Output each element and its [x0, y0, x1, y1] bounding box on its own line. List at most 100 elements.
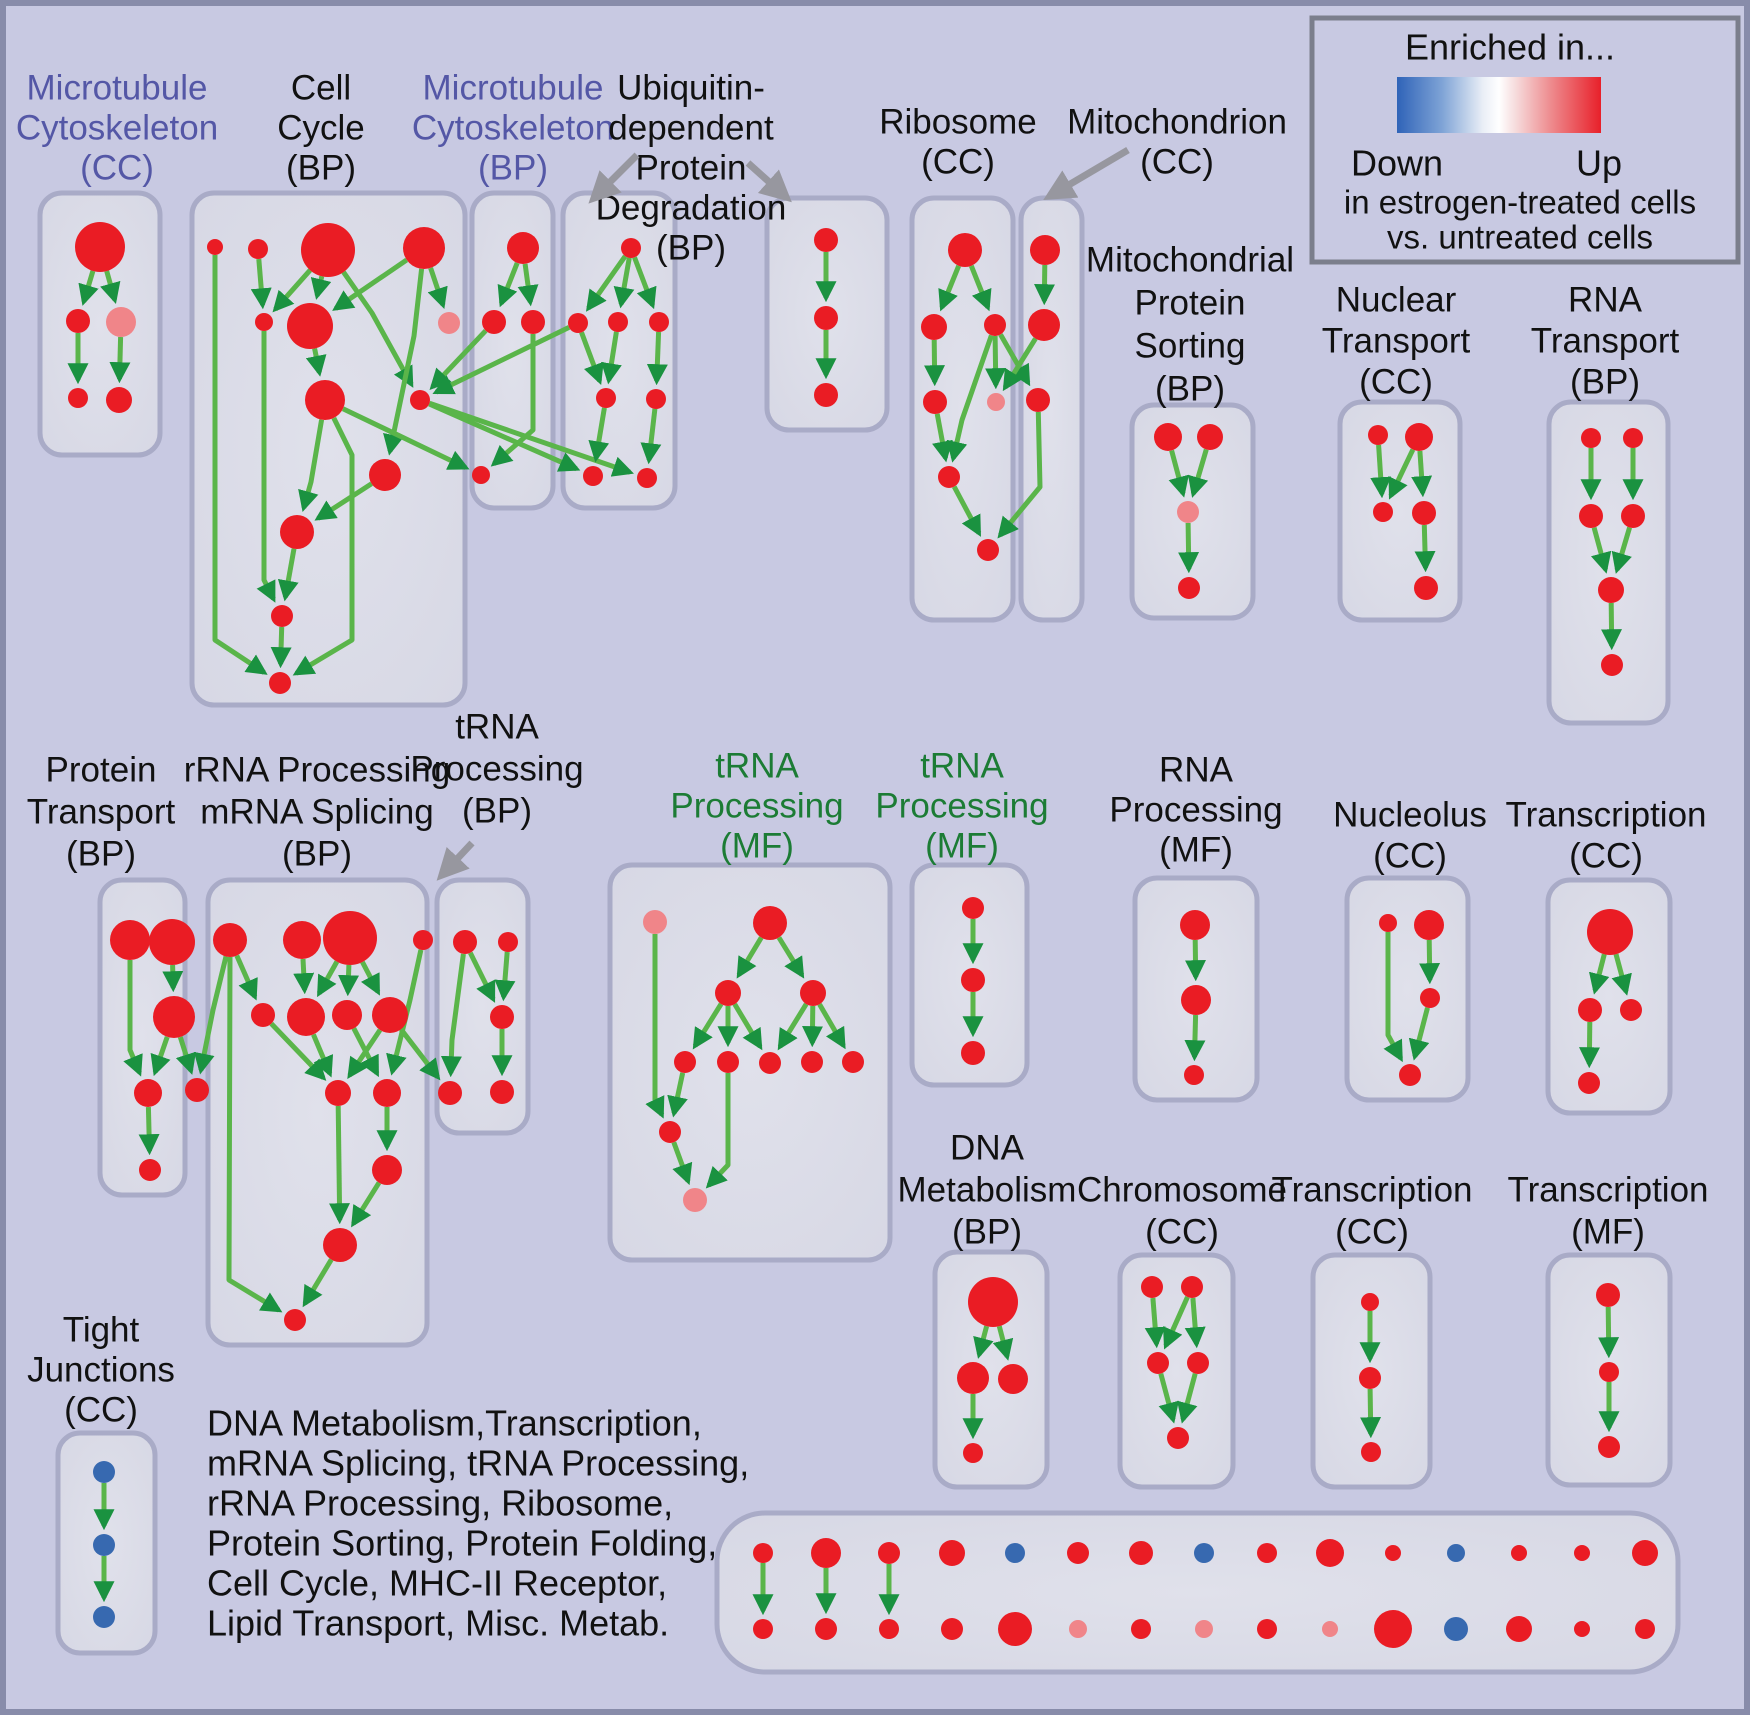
go-term-node — [815, 1618, 837, 1640]
go-term-node — [453, 930, 477, 954]
go-term-node — [271, 605, 293, 627]
edge-arrow — [632, 256, 657, 310]
edge-arrow — [341, 406, 470, 470]
edge-arrow — [272, 268, 312, 313]
cluster-label: Cytoskeleton — [16, 109, 218, 148]
cluster-label: Ribosome — [879, 103, 1037, 142]
cluster-label: (CC) — [1359, 363, 1433, 402]
go-term-node — [1178, 577, 1200, 599]
go-term-node — [1399, 1064, 1421, 1086]
cluster-label: (BP) — [1155, 370, 1225, 409]
note-text-block: DNA Metabolism,Transcription,mRNA Splici… — [207, 1403, 749, 1644]
go-term-node — [93, 1534, 115, 1556]
go-term-node — [1420, 988, 1440, 1008]
go-term-node — [649, 312, 669, 332]
go-term-node — [1257, 1543, 1277, 1563]
cluster-label: Cytoskeleton — [412, 109, 614, 148]
legend-box — [1309, 15, 1741, 265]
go-term-node — [1316, 1539, 1344, 1567]
go-term-node — [753, 906, 787, 940]
cluster-box-microtubule-cc — [37, 190, 163, 458]
edge-arrow — [440, 953, 466, 1078]
pointer-arrow-icon — [745, 160, 792, 203]
edge-arrow — [1411, 450, 1433, 498]
edge-arrow — [212, 255, 268, 675]
edge-arrow — [1360, 1388, 1382, 1439]
go-term-node — [938, 466, 960, 488]
edge-arrow — [968, 264, 992, 312]
go-term-node — [149, 919, 195, 965]
go-term-node — [287, 303, 333, 349]
edge-arrow — [428, 401, 581, 472]
go-term-node — [842, 1051, 864, 1073]
cluster-label: Mitochondrion — [1067, 103, 1287, 142]
go-term-node — [66, 309, 90, 333]
go-term-node — [185, 1078, 209, 1102]
pointer-arrow-icon — [1043, 146, 1130, 201]
go-term-node — [583, 466, 603, 486]
legend-up-label: Up — [1576, 143, 1622, 184]
go-term-node — [1581, 428, 1601, 448]
go-term-node — [1026, 388, 1050, 412]
edge-arrow — [234, 954, 258, 1001]
go-term-node — [814, 228, 838, 252]
edge-arrow — [427, 267, 448, 309]
edge-arrow — [302, 1258, 334, 1308]
go-term-node — [1574, 1621, 1590, 1637]
cluster-label: (BP) — [656, 229, 726, 268]
go-term-node — [948, 233, 982, 267]
edge-arrow — [579, 331, 604, 386]
edge-arrow — [613, 257, 635, 309]
go-term-node — [621, 238, 641, 258]
go-term-node — [325, 1080, 351, 1106]
go-term-node — [1141, 1276, 1163, 1298]
go-term-node — [1405, 423, 1433, 451]
go-term-node — [998, 1612, 1032, 1646]
cluster-label: Nucleolus — [1333, 796, 1487, 835]
go-term-node — [801, 1051, 823, 1073]
go-term-node — [1373, 502, 1393, 522]
cluster-label: Protein — [46, 751, 157, 790]
go-term-node — [1131, 1619, 1151, 1639]
cluster-label: Tight — [63, 1311, 140, 1350]
edge-arrow — [997, 411, 1043, 539]
edge-arrow — [497, 261, 520, 308]
cluster-label: Microtubule — [423, 69, 604, 108]
go-term-node — [472, 466, 490, 484]
nodes-layer — [66, 222, 1658, 1648]
go-term-node — [248, 239, 268, 259]
go-term-node — [921, 314, 947, 340]
edge-arrow — [360, 960, 381, 996]
legend-subtitle-line1: in estrogen-treated cells — [1344, 184, 1696, 221]
cluster-label: Processing — [410, 750, 583, 789]
go-term-node — [403, 227, 445, 269]
cluster-label: (BP) — [282, 835, 352, 874]
edge-arrow — [1419, 939, 1441, 985]
go-term-node — [759, 1052, 781, 1074]
cluster-label: (MF) — [1571, 1213, 1645, 1252]
edge-arrow — [998, 333, 1031, 387]
go-term-node — [323, 1228, 357, 1262]
go-term-node — [153, 996, 195, 1038]
edge-arrow — [601, 331, 622, 385]
go-term-node — [1181, 985, 1211, 1015]
note-line: Protein Sorting, Protein Folding, — [207, 1523, 717, 1564]
go-term-node — [1385, 1545, 1401, 1561]
cluster-label: RNA — [1568, 281, 1643, 320]
cluster-label: Mitochondrial — [1086, 241, 1294, 280]
go-term-node — [438, 1081, 462, 1105]
edge-arrow — [802, 1005, 824, 1048]
go-term-node — [1374, 1610, 1412, 1648]
cluster-label: Metabolism — [898, 1171, 1077, 1210]
go-term-node — [1620, 999, 1642, 1021]
go-term-node — [715, 980, 741, 1006]
edge-arrow — [1408, 1007, 1430, 1061]
go-term-node — [1444, 1617, 1468, 1641]
cluster-label: Chromosome — [1077, 1171, 1287, 1210]
go-term-node — [1361, 1442, 1381, 1462]
edge-arrow — [1601, 602, 1623, 651]
edge-arrow — [468, 951, 496, 1003]
go-term-node — [106, 387, 132, 413]
edge-arrow — [1579, 1021, 1600, 1069]
